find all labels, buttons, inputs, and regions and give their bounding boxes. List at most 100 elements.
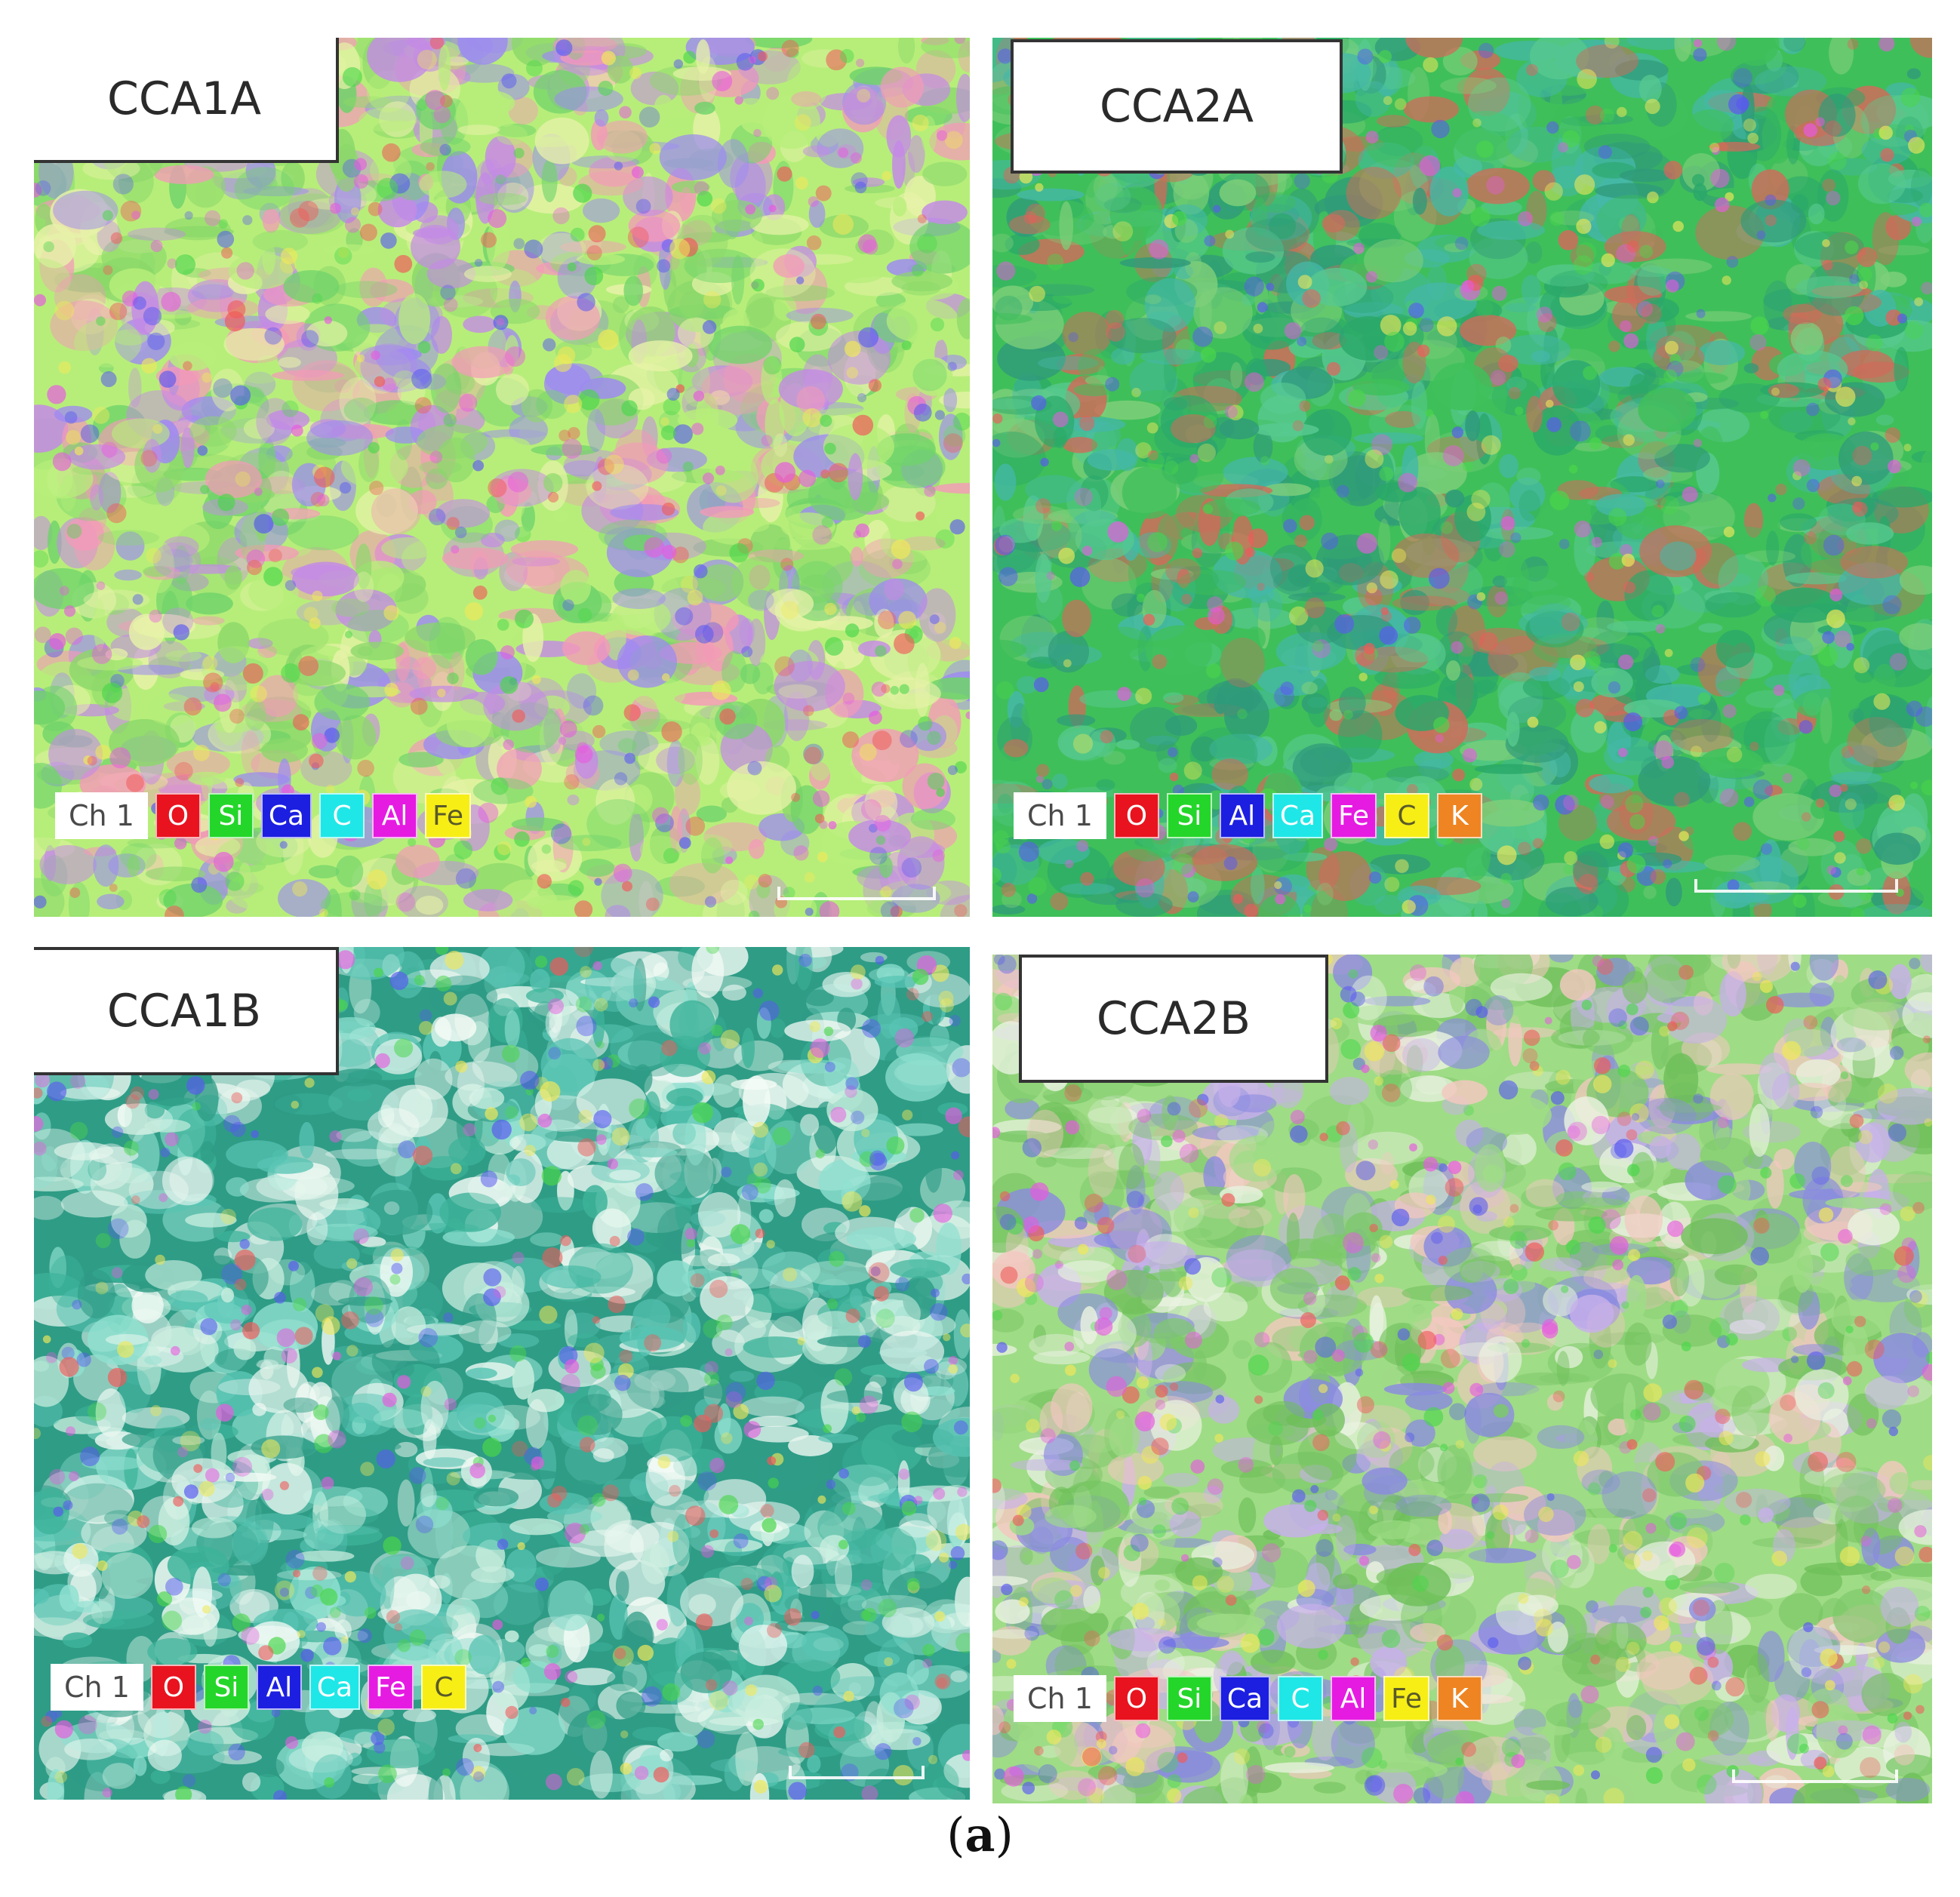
map-element-speckle [35, 180, 51, 196]
map-element-speckle [1626, 240, 1639, 253]
map-element-speckle [66, 524, 82, 539]
map-texture-blob [1084, 487, 1102, 526]
map-element-speckle [929, 614, 940, 625]
map-element-speckle [325, 784, 335, 794]
map-element-speckle [1623, 712, 1643, 732]
map-texture-blob [497, 748, 542, 790]
map-element-speckle [464, 602, 484, 621]
map-texture-blob [912, 357, 953, 396]
map-element-speckle [649, 143, 661, 155]
map-texture-blob [377, 192, 417, 228]
map-element-speckle [1404, 616, 1421, 634]
map-texture-blob [1780, 513, 1817, 531]
map-texture-blob [158, 784, 215, 795]
map-texture-blob [922, 200, 968, 225]
map-texture-blob [292, 561, 359, 597]
map-texture-blob [562, 631, 611, 666]
map-element-speckle [1394, 98, 1407, 110]
map-element-speckle [1620, 320, 1632, 333]
map-element-speckle [474, 259, 483, 267]
map-texture-blob [1753, 901, 1772, 917]
map-texture-blob [1543, 461, 1558, 497]
map-texture-blob [154, 164, 214, 184]
map-element-speckle [912, 114, 929, 132]
map-element-speckle [1826, 865, 1836, 875]
map-element-speckle [1773, 684, 1785, 696]
map-texture-blob [877, 703, 926, 728]
map-element-speckle [878, 610, 897, 629]
map-texture-blob [659, 134, 727, 180]
map-element-speckle [200, 484, 210, 494]
map-texture-blob [1049, 483, 1062, 517]
map-element-speckle [1650, 869, 1666, 885]
map-texture-blob [823, 423, 894, 470]
map-element-speckle [66, 429, 81, 445]
map-texture-blob [398, 294, 431, 345]
map-element-speckle [1782, 773, 1793, 783]
map-element-speckle [702, 622, 724, 643]
map-texture-blob [1191, 736, 1218, 762]
map-texture-blob [1766, 530, 1780, 566]
map-texture-blob [34, 568, 94, 610]
map-texture-blob [439, 1192, 501, 1232]
map-texture-blob [1475, 300, 1494, 317]
map-texture-blob [884, 578, 904, 601]
map-texture-blob [1699, 747, 1764, 779]
map-texture-blob [743, 1288, 809, 1314]
map-texture-blob [1595, 183, 1664, 199]
map-element-speckle [555, 39, 573, 57]
map-element-speckle [1900, 88, 1921, 107]
map-element-speckle [191, 877, 208, 893]
map-texture-blob [840, 1528, 894, 1564]
map-element-speckle [1822, 239, 1830, 248]
map-element-speckle [645, 897, 660, 912]
map-texture-blob [1492, 575, 1507, 588]
map-texture-blob [1466, 168, 1530, 204]
map-element-speckle [1391, 548, 1407, 564]
map-element-speckle [494, 844, 511, 861]
map-element-speckle [1608, 681, 1621, 694]
map-texture-blob [1078, 349, 1116, 384]
map-element-speckle [1380, 610, 1392, 622]
map-element-speckle [1576, 242, 1596, 263]
map-element-speckle [1682, 486, 1698, 503]
map-texture-blob [1838, 431, 1894, 485]
map-element-speckle [1669, 353, 1682, 365]
map-texture-blob [50, 300, 118, 351]
map-element-speckle [592, 724, 606, 739]
map-element-speckle [1380, 607, 1389, 616]
map-element-speckle [106, 503, 127, 524]
map-texture-blob [1103, 197, 1142, 214]
map-texture-blob [1021, 696, 1055, 731]
map-texture-blob [1604, 736, 1658, 776]
map-element-speckle [899, 684, 909, 694]
map-element-speckle [817, 851, 828, 862]
map-texture-blob [289, 1262, 315, 1312]
map-texture-blob [1857, 163, 1906, 204]
map-texture-blob [1925, 696, 1932, 747]
map-element-speckle [1366, 582, 1377, 594]
map-texture-blob [349, 1630, 368, 1641]
map-texture-blob [1053, 427, 1067, 449]
map-texture-blob [446, 699, 492, 748]
map-texture-blob [1700, 701, 1722, 743]
map-texture-blob [1521, 275, 1541, 305]
map-element-speckle [662, 545, 677, 559]
map-element-speckle [1419, 318, 1434, 333]
map-texture-blob [817, 616, 873, 631]
map-element-speckle [937, 130, 948, 141]
map-texture-blob [848, 819, 912, 853]
map-element-speckle [675, 607, 694, 626]
map-element-speckle [715, 466, 725, 475]
map-texture-blob [1505, 725, 1569, 763]
map-element-speckle [811, 313, 826, 330]
map-texture-blob [420, 137, 471, 157]
map-element-speckle [446, 517, 460, 530]
map-texture-blob [1848, 708, 1865, 723]
map-texture-blob [773, 254, 805, 278]
map-texture-blob [1445, 489, 1465, 508]
map-element-speckle [656, 447, 672, 464]
map-element-speckle [840, 49, 854, 63]
map-texture-blob [628, 209, 681, 242]
map-texture-blob [835, 896, 892, 917]
